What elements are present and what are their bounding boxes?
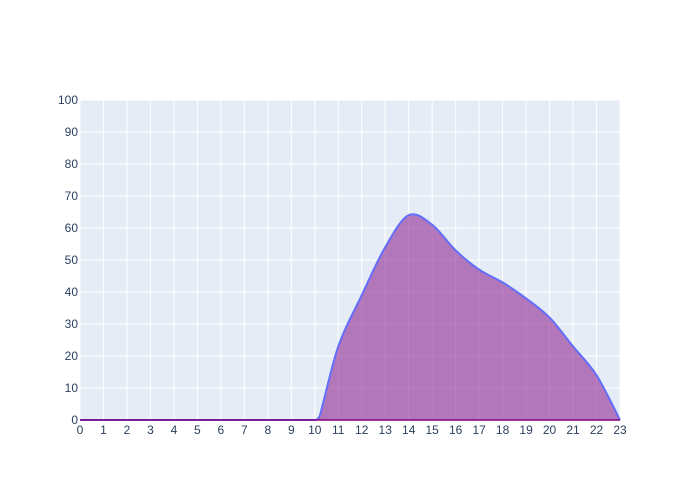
x-tick-label: 21: [566, 423, 580, 437]
y-tick-label: 100: [58, 93, 78, 107]
x-tick-label: 13: [379, 423, 393, 437]
x-tick-label: 9: [288, 423, 295, 437]
x-tick-label: 4: [171, 423, 178, 437]
y-tick-label: 50: [65, 253, 79, 267]
y-tick-label: 10: [65, 381, 79, 395]
y-tick-label: 0: [71, 413, 78, 427]
x-tick-label: 1: [100, 423, 107, 437]
x-tick-label: 2: [124, 423, 131, 437]
y-tick-label: 70: [65, 189, 79, 203]
x-tick-label: 12: [355, 423, 369, 437]
y-tick-label: 90: [65, 125, 79, 139]
x-tick-label: 3: [147, 423, 154, 437]
x-tick-label: 16: [449, 423, 463, 437]
x-tick-label: 8: [264, 423, 271, 437]
y-tick-label: 80: [65, 157, 79, 171]
x-tick-label: 0: [77, 423, 84, 437]
y-tick-label: 30: [65, 317, 79, 331]
x-tick-label: 5: [194, 423, 201, 437]
x-tick-label: 15: [425, 423, 439, 437]
x-tick-label: 6: [218, 423, 225, 437]
x-tick-label: 7: [241, 423, 248, 437]
y-axis-tick-labels: 0 10 20 30 40 50 60 70 80 90 100: [58, 93, 78, 427]
x-tick-label: 23: [613, 423, 627, 437]
x-tick-label: 20: [543, 423, 557, 437]
area-fill: [80, 214, 620, 420]
x-tick-label: 11: [332, 423, 345, 437]
x-tick-label: 18: [496, 423, 510, 437]
x-tick-label: 17: [472, 423, 486, 437]
y-tick-label: 20: [65, 349, 79, 363]
y-tick-label: 60: [65, 221, 79, 235]
x-tick-label: 10: [308, 423, 322, 437]
y-tick-label: 40: [65, 285, 79, 299]
x-tick-label: 19: [519, 423, 533, 437]
x-tick-label: 22: [590, 423, 604, 437]
x-axis-tick-labels: 0 1 2 3 4 5 6 7 8 9 10 11 12 13 14 15 16 17 18 19 20 21 22 23: [77, 423, 627, 437]
x-tick-label: 14: [402, 423, 416, 437]
